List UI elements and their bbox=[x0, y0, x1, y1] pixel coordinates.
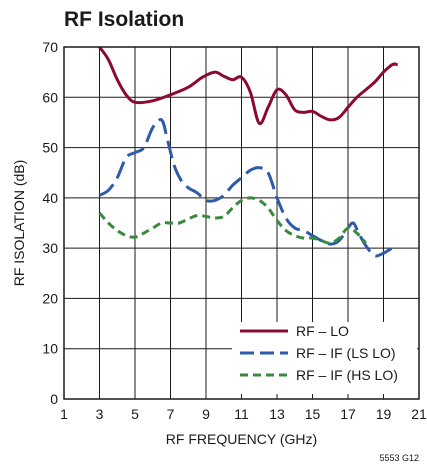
legend-label-1: RF – LO bbox=[296, 323, 349, 339]
y-tick-label: 30 bbox=[42, 240, 58, 256]
series-line-2 bbox=[98, 118, 398, 258]
x-tick-label: 5 bbox=[131, 406, 139, 422]
x-axis-label: RF FREQUENCY (GHz) bbox=[166, 431, 317, 447]
x-tick-label: 11 bbox=[234, 406, 249, 422]
y-tick-label: 0 bbox=[50, 391, 58, 407]
y-tick-label: 70 bbox=[42, 39, 58, 55]
y-tick-label: 20 bbox=[42, 290, 58, 306]
x-tick-label: 1 bbox=[60, 406, 68, 422]
plot-frame bbox=[63, 46, 420, 400]
x-tick-label: 7 bbox=[167, 406, 175, 422]
x-tick-label: 17 bbox=[340, 406, 356, 422]
y-tick-label: 60 bbox=[42, 89, 58, 105]
legend-label-3: RF – IF (HS LO) bbox=[296, 367, 398, 383]
chart-title: RF Isolation bbox=[64, 8, 184, 31]
grid-layer bbox=[64, 47, 419, 399]
x-tick-label: 3 bbox=[96, 406, 104, 422]
legend: RF – LO RF – IF (LS LO) RF – IF (HS LO) bbox=[240, 323, 398, 383]
x-tick-label: 21 bbox=[411, 406, 427, 422]
y-tick-label: 50 bbox=[42, 140, 58, 156]
legend-background bbox=[232, 322, 417, 394]
x-tick-label: 15 bbox=[305, 406, 321, 422]
x-tick-label: 9 bbox=[202, 406, 210, 422]
x-tick-label: 19 bbox=[376, 406, 392, 422]
y-tick-label: 40 bbox=[42, 190, 58, 206]
x-tick-label: 13 bbox=[269, 406, 285, 422]
y-axis-label: RF ISOLATION (dB) bbox=[11, 160, 27, 287]
series-layer bbox=[98, 46, 398, 258]
figure-id: 5553 G12 bbox=[379, 453, 419, 463]
legend-label-2: RF – IF (LS LO) bbox=[296, 345, 396, 361]
series-line-3 bbox=[98, 196, 367, 245]
series-line-1 bbox=[98, 46, 398, 126]
y-tick-label: 10 bbox=[42, 341, 58, 357]
